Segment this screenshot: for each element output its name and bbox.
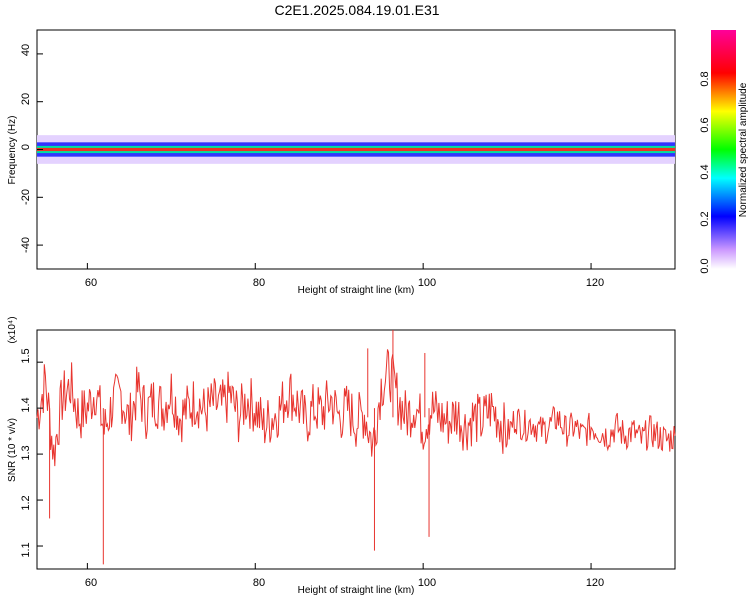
snr-y-tick: 1.5	[20, 348, 32, 363]
spectrogram-y-label: Frequency (Hz)	[7, 116, 18, 185]
snr-y-tick: 1.2	[20, 495, 32, 510]
snr-y-tick: 1.4	[20, 397, 32, 412]
spectrogram-band	[37, 135, 675, 164]
spectrogram-band-core	[37, 147, 675, 152]
colorbar: 0.0 0.2 0.4 0.6 0.8 Normalized spectral …	[699, 30, 749, 274]
spectrogram-y-tick: -20	[20, 189, 32, 205]
snr-axes: 60 80 100 120 1.1 1.2 1.3 1.4 1.5 (x10⁴)…	[7, 316, 604, 596]
spectrogram-x-tick: 120	[586, 277, 604, 289]
spectrogram-panel: 60 80 100 120 40 20 0 -20 -40 Height of …	[7, 29, 676, 296]
colorbar-tick: 0.6	[699, 117, 711, 132]
colorbar-tick: 0.8	[699, 71, 711, 86]
colorbar-label: Normalized spectral amplitude	[738, 82, 749, 217]
snr-y-tick: 1.1	[20, 542, 32, 557]
spectrogram-y-tick: 40	[20, 44, 32, 56]
snr-x-tick: 60	[85, 577, 97, 589]
colorbar-tick: 0.0	[699, 258, 711, 273]
spectrogram-x-ticks: 60 80 100 120	[85, 277, 604, 289]
spectrogram-axes: 60 80 100 120 40 20 0 -20 -40 Height of …	[7, 44, 604, 296]
snr-x-tick: 120	[586, 577, 604, 589]
spectrogram-y-tick: 20	[20, 93, 32, 105]
snr-x-tick: 80	[253, 577, 265, 589]
colorbar-tick: 0.2	[699, 211, 711, 226]
chart-title: C2E1.2025.084.19.01.E31	[274, 2, 439, 18]
snr-plot-area	[36, 329, 676, 570]
spectrogram-x-tick: 100	[418, 277, 436, 289]
snr-y-label: SNR (10 * v/v)	[7, 418, 18, 482]
spectrogram-x-label: Height of straight line (km)	[298, 285, 415, 296]
spectrogram-y-ticks: 40 20 0 -20 -40	[20, 44, 32, 253]
snr-y-tick: 1.3	[20, 445, 32, 460]
colorbar-gradient	[711, 30, 736, 269]
snr-x-tick: 100	[418, 577, 436, 589]
spectrogram-x-tick: 80	[253, 277, 265, 289]
snr-line	[36, 349, 676, 467]
spectrogram-y-tick: -40	[20, 237, 32, 253]
snr-x-label: Height of straight line (km)	[298, 585, 415, 596]
snr-panel: 60 80 100 120 1.1 1.2 1.3 1.4 1.5 (x10⁴)…	[7, 316, 676, 596]
spectrogram-x-tick: 60	[85, 277, 97, 289]
colorbar-tick: 0.4	[699, 164, 711, 179]
snr-series	[36, 330, 676, 565]
snr-y-multiplier: (x10⁴)	[7, 316, 18, 343]
spectrogram-y-tick: 0	[20, 144, 32, 150]
